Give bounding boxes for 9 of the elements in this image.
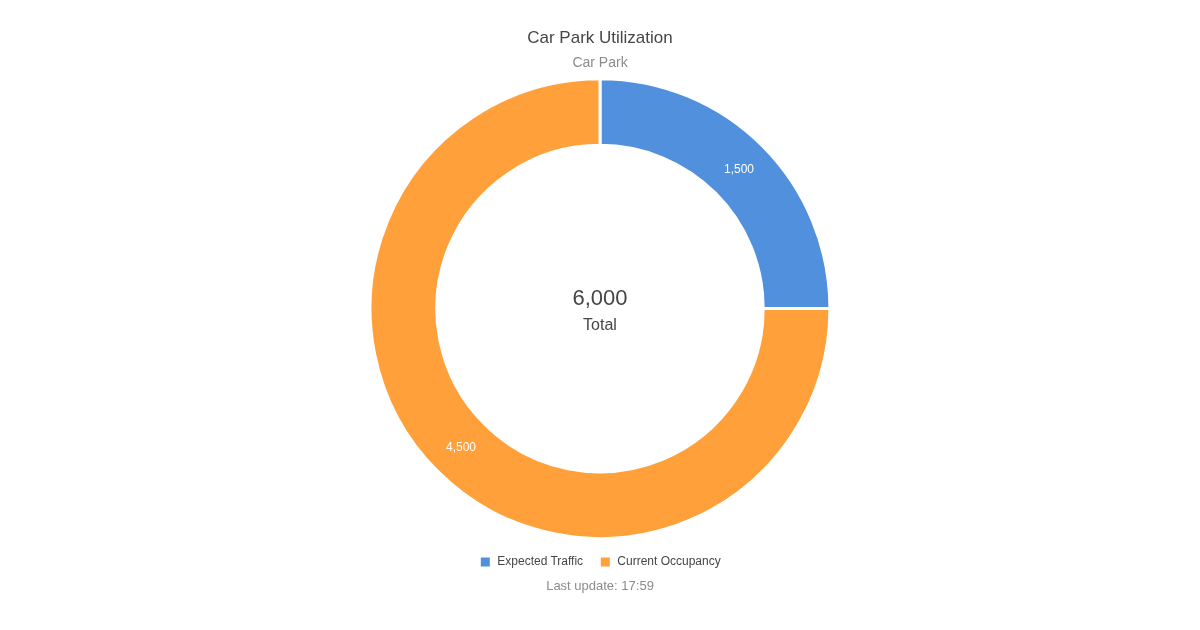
legend-label: Current Occupancy [617, 554, 721, 569]
legend-label: Expected Traffic [497, 554, 584, 569]
chart-subtitle: Car Park [572, 53, 629, 70]
text: 6,000 [572, 284, 628, 310]
data-label: 4,500 [445, 439, 477, 454]
text: Total [583, 316, 617, 334]
text: Last update: 17:59 [546, 577, 654, 593]
chart-title: Car Park Utilization [527, 27, 673, 47]
data-label: 1,500 [723, 161, 755, 176]
